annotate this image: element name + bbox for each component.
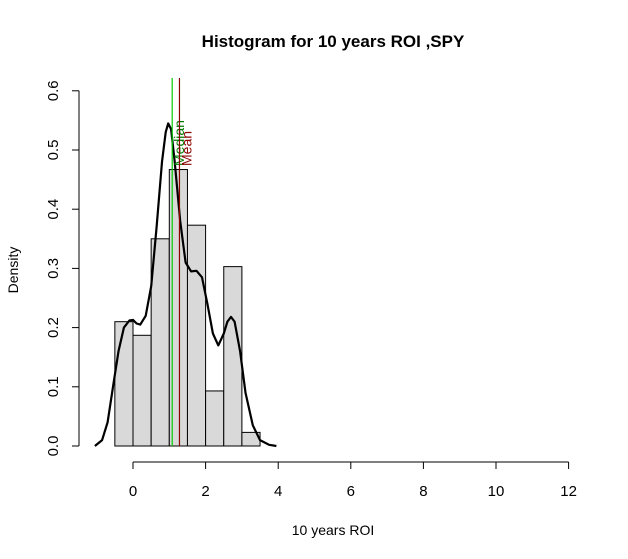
histogram-bar xyxy=(114,321,134,447)
histogram-bar xyxy=(186,224,207,447)
y-tick-label: 0.0 xyxy=(45,436,62,457)
x-tick-label: 2 xyxy=(201,483,209,500)
y-tick-label: 0.3 xyxy=(45,258,62,279)
x-tick-label: 0 xyxy=(129,483,137,500)
y-axis: 0.0 0.1 0.2 0.3 0.4 0.5 0.6 xyxy=(45,80,80,457)
x-tick-label: 6 xyxy=(347,483,355,500)
histogram-bar xyxy=(223,266,243,447)
x-tick-label: 10 xyxy=(488,483,505,500)
y-tick-label: 0.4 xyxy=(45,199,62,220)
x-tick-label: 12 xyxy=(560,483,577,500)
density-curve xyxy=(94,122,277,448)
y-tick-label: 0.6 xyxy=(45,80,62,101)
x-axis: 0 2 4 6 8 10 12 xyxy=(129,461,577,500)
chart-title: Histogram for 10 years ROI ,SPY xyxy=(202,32,465,51)
histogram-bar xyxy=(150,238,170,447)
x-axis-label: 10 years ROI xyxy=(292,522,374,538)
y-axis-label: Density xyxy=(5,247,21,294)
y-tick-label: 0.2 xyxy=(45,317,62,338)
x-tick-label: 8 xyxy=(419,483,427,500)
y-tick-label: 0.5 xyxy=(45,140,62,161)
histogram-bars xyxy=(114,169,261,447)
histogram-bar xyxy=(132,334,152,447)
x-tick-label: 4 xyxy=(274,483,282,500)
mean-label: Mean xyxy=(178,131,194,166)
density-curve-layer xyxy=(94,122,277,448)
y-tick-label: 0.1 xyxy=(45,376,62,397)
histogram-bar xyxy=(205,390,225,447)
